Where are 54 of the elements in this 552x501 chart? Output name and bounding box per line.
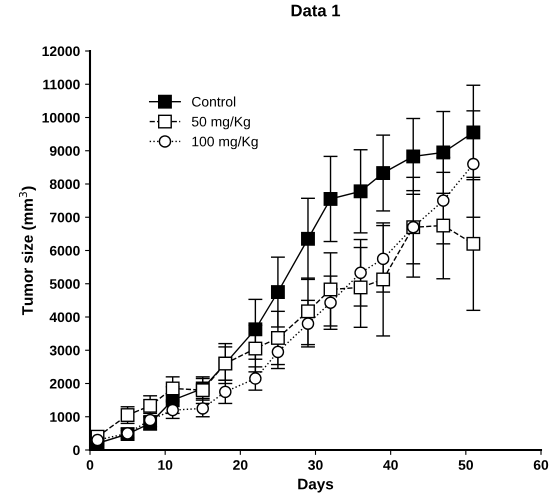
point <box>272 346 284 358</box>
point <box>376 272 390 286</box>
x-tick-label: 50 <box>458 460 473 470</box>
point <box>248 322 262 336</box>
y-tick-label: 2000 <box>50 378 80 389</box>
y-tick-label: 5000 <box>50 279 80 289</box>
x-axis-title: Days <box>298 478 334 492</box>
point <box>166 382 180 396</box>
y-tick-label: 7000 <box>50 212 80 222</box>
y-tick-label: 6000 <box>50 246 80 256</box>
point <box>301 304 315 318</box>
x-tick-label: 0 <box>86 460 94 470</box>
point <box>406 149 420 164</box>
x-tick-label: 20 <box>233 460 248 470</box>
y-tick-label: 3000 <box>50 346 80 356</box>
x-tick-label: 10 <box>158 460 172 470</box>
y-tick-label: 0 <box>73 445 80 456</box>
y-tick-label: 11000 <box>43 80 80 90</box>
point <box>354 280 368 294</box>
point <box>324 296 337 309</box>
chart-title: Data 1 <box>292 4 340 16</box>
point <box>324 282 338 296</box>
legend-label: Control <box>192 96 236 107</box>
y-tick-label: 12000 <box>42 46 80 56</box>
point <box>467 158 480 170</box>
y-axis-title: Tumor size (mm$^{3}$) <box>18 186 36 316</box>
legend-label: 100 mg/Kg <box>192 136 258 150</box>
point <box>437 194 450 207</box>
point <box>466 126 480 140</box>
point <box>376 252 390 266</box>
y-tick-label: 10000 <box>42 112 80 123</box>
point <box>466 236 480 251</box>
point <box>249 372 262 385</box>
point <box>248 342 262 356</box>
y-tick-label: 8000 <box>50 179 80 190</box>
y-tick-label: 1000 <box>50 412 80 422</box>
x-tick-label: 40 <box>383 460 398 470</box>
point <box>270 331 285 345</box>
point <box>91 434 104 446</box>
point <box>354 184 368 198</box>
point <box>219 386 232 398</box>
point <box>270 285 285 300</box>
point <box>436 218 450 233</box>
x-tick-label: 30 <box>308 460 323 470</box>
point <box>324 192 338 206</box>
point <box>302 317 314 330</box>
point <box>301 232 315 246</box>
point <box>376 166 390 180</box>
y-tick-label: 9000 <box>50 146 80 156</box>
point <box>354 266 367 280</box>
point <box>436 145 450 160</box>
legend-label: 50 mg/Kg <box>192 116 250 130</box>
y-tick-label: 4000 <box>50 312 80 322</box>
x-tick-label: 60 <box>534 460 548 470</box>
